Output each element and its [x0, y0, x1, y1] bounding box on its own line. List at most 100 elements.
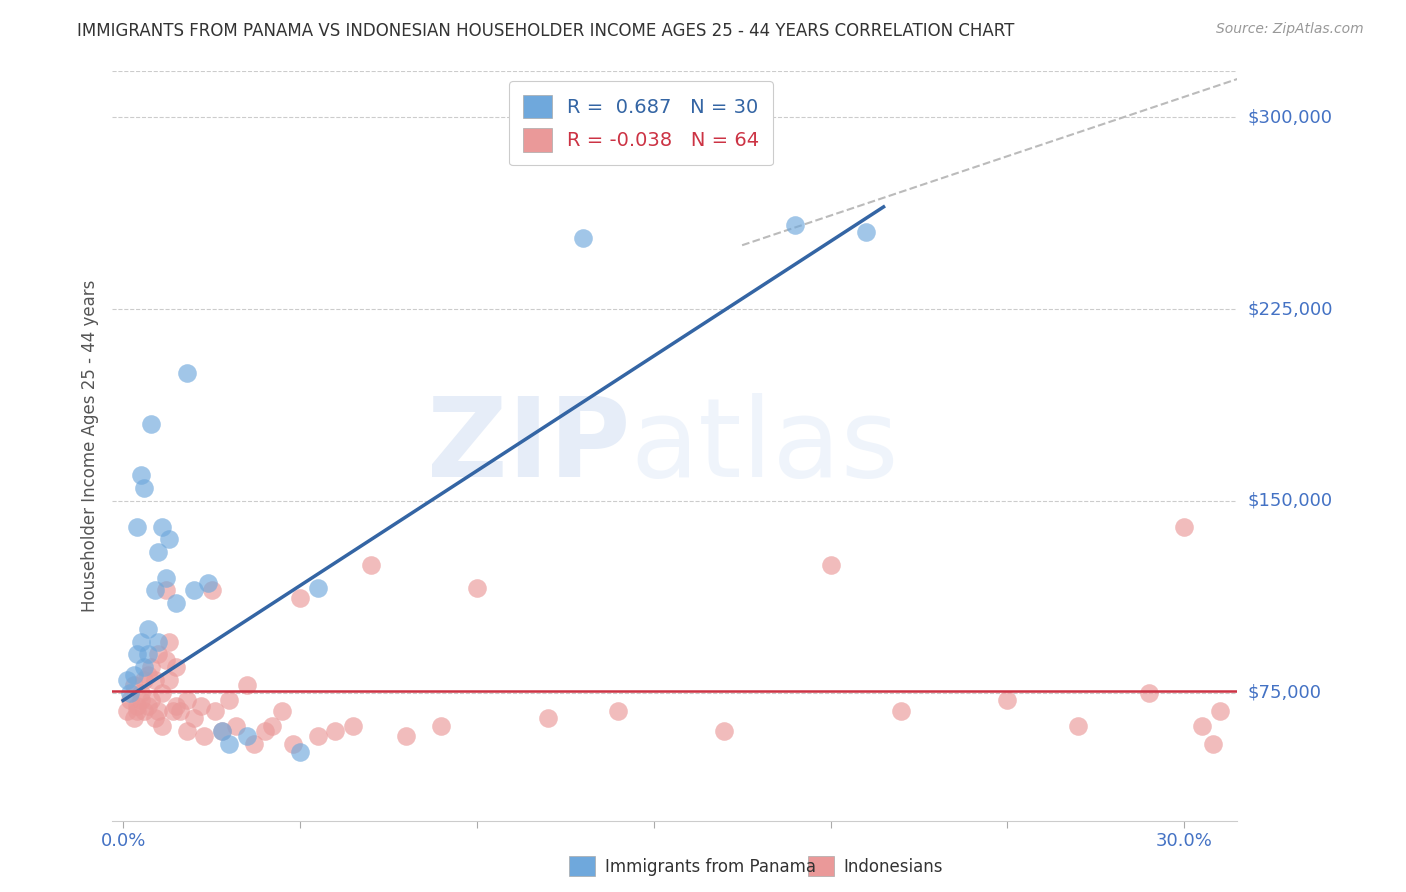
Point — [143, 583, 166, 598]
Point — [141, 417, 163, 432]
Point — [150, 719, 173, 733]
Point — [890, 704, 912, 718]
Point — [136, 622, 159, 636]
Point — [307, 729, 329, 743]
Point — [1067, 719, 1090, 733]
Point — [995, 693, 1018, 707]
Point — [150, 519, 173, 533]
Point — [307, 581, 329, 595]
Point — [236, 678, 259, 692]
Point — [129, 693, 152, 707]
Point — [1208, 704, 1230, 718]
Point — [430, 719, 453, 733]
Point — [243, 737, 266, 751]
Point — [165, 660, 187, 674]
Point — [1173, 519, 1195, 533]
Point — [785, 218, 807, 232]
Point — [150, 686, 173, 700]
Point — [572, 230, 595, 244]
Point — [197, 575, 219, 590]
Point — [141, 693, 163, 707]
Point — [148, 634, 170, 648]
Point — [288, 745, 311, 759]
Point — [465, 581, 488, 595]
Point — [211, 724, 233, 739]
Point — [225, 719, 247, 733]
Point — [193, 729, 215, 743]
Point — [236, 729, 259, 743]
Text: ZIP: ZIP — [426, 392, 630, 500]
Point — [288, 591, 311, 606]
Point — [120, 693, 142, 707]
Point — [122, 711, 145, 725]
Point — [127, 698, 149, 713]
Point — [204, 704, 226, 718]
Point — [127, 704, 149, 718]
Point — [115, 673, 138, 687]
Text: IMMIGRANTS FROM PANAMA VS INDONESIAN HOUSEHOLDER INCOME AGES 25 - 44 YEARS CORRE: IMMIGRANTS FROM PANAMA VS INDONESIAN HOU… — [77, 22, 1015, 40]
Point — [395, 729, 418, 743]
Point — [218, 737, 240, 751]
Point — [134, 704, 156, 718]
Point — [536, 711, 558, 725]
Point — [183, 583, 205, 598]
Point — [143, 673, 166, 687]
Point — [136, 698, 159, 713]
Point — [122, 678, 145, 692]
Text: $75,000: $75,000 — [1249, 684, 1322, 702]
Text: Indonesians: Indonesians — [844, 858, 943, 876]
Point — [129, 634, 152, 648]
Point — [176, 366, 198, 380]
Point — [713, 724, 735, 739]
Point — [253, 724, 276, 739]
Y-axis label: Householder Income Ages 25 - 44 years: Householder Income Ages 25 - 44 years — [80, 280, 98, 612]
Point — [155, 583, 177, 598]
Point — [169, 704, 191, 718]
Point — [143, 711, 166, 725]
Point — [157, 673, 180, 687]
Point — [122, 668, 145, 682]
Point — [200, 583, 222, 598]
Text: atlas: atlas — [630, 392, 898, 500]
Point — [148, 648, 170, 662]
Point — [218, 693, 240, 707]
Text: $300,000: $300,000 — [1249, 109, 1333, 127]
Text: Immigrants from Panama: Immigrants from Panama — [605, 858, 815, 876]
Point — [127, 519, 149, 533]
Point — [136, 648, 159, 662]
Point — [176, 693, 198, 707]
Point — [134, 660, 156, 674]
Point — [820, 558, 842, 572]
Point — [342, 719, 364, 733]
Point — [855, 226, 877, 240]
Point — [323, 724, 346, 739]
Point — [141, 660, 163, 674]
Point — [157, 533, 180, 547]
Text: $150,000: $150,000 — [1249, 492, 1333, 510]
Point — [155, 571, 177, 585]
Point — [1201, 737, 1223, 751]
Text: $225,000: $225,000 — [1249, 301, 1333, 318]
Point — [176, 724, 198, 739]
Point — [183, 711, 205, 725]
Point — [1191, 719, 1213, 733]
Point — [162, 704, 184, 718]
Legend: R =  0.687   N = 30, R = -0.038   N = 64: R = 0.687 N = 30, R = -0.038 N = 64 — [509, 81, 773, 166]
Point — [607, 704, 630, 718]
Point — [134, 481, 156, 495]
Point — [165, 698, 187, 713]
Point — [134, 673, 156, 687]
Point — [190, 698, 212, 713]
Point — [260, 719, 283, 733]
Point — [136, 668, 159, 682]
Point — [271, 704, 294, 718]
Point — [127, 648, 149, 662]
Point — [155, 652, 177, 666]
Point — [165, 596, 187, 610]
Point — [157, 634, 180, 648]
Point — [129, 686, 152, 700]
Point — [115, 704, 138, 718]
Point — [360, 558, 382, 572]
Point — [120, 686, 142, 700]
Point — [211, 724, 233, 739]
